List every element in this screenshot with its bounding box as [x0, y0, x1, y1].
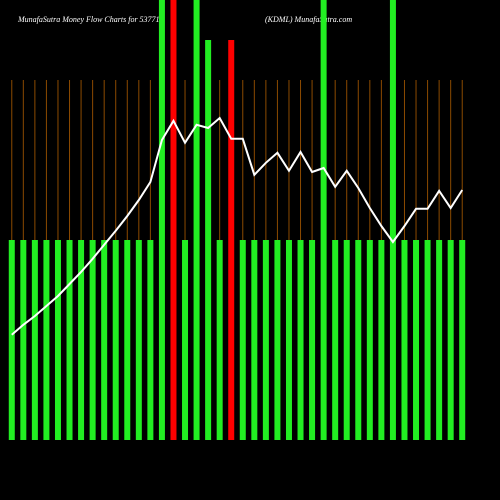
- bar: [309, 240, 316, 440]
- bar: [78, 240, 85, 440]
- bar: [332, 240, 339, 440]
- bar: [459, 240, 466, 440]
- bar: [447, 240, 454, 440]
- bar: [228, 40, 235, 440]
- bar: [239, 240, 246, 440]
- bar: [20, 240, 27, 440]
- bar: [182, 240, 189, 440]
- bar: [285, 240, 292, 440]
- bar: [43, 240, 50, 440]
- bar: [355, 240, 362, 440]
- bar: [101, 240, 108, 440]
- bar: [89, 240, 96, 440]
- bar: [378, 240, 385, 440]
- bar: [389, 0, 396, 440]
- bar: [297, 240, 304, 440]
- bar: [193, 0, 200, 440]
- bar: [401, 240, 408, 440]
- bar: [8, 240, 15, 440]
- bar: [170, 0, 177, 440]
- bar: [135, 240, 142, 440]
- bar: [251, 240, 258, 440]
- bar: [124, 240, 131, 440]
- bar: [112, 240, 119, 440]
- price-line: [11, 116, 464, 336]
- bar: [216, 240, 223, 440]
- bar: [205, 40, 212, 440]
- bar: [366, 240, 373, 440]
- bar: [147, 240, 154, 440]
- bar: [343, 240, 350, 440]
- bar: [424, 240, 431, 440]
- bar: [436, 240, 443, 440]
- bar: [262, 240, 269, 440]
- bar: [274, 240, 281, 440]
- chart-title: MunafaSutra Money Flow Charts for 537718: [17, 15, 164, 24]
- bar: [66, 240, 73, 440]
- bar: [54, 240, 61, 440]
- bar: [158, 0, 165, 440]
- bar: [320, 0, 327, 440]
- chart-subtitle: (KDML) MunafaSutra.com: [265, 15, 352, 24]
- bar: [31, 240, 38, 440]
- bar: [413, 240, 420, 440]
